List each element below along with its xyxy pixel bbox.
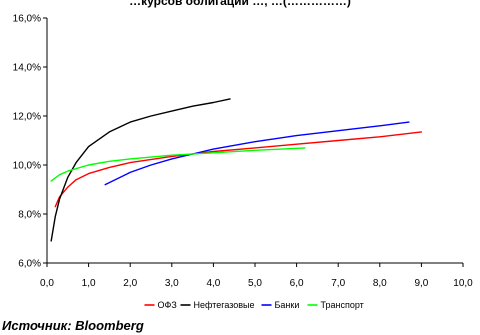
x-tick-label: 8,0 — [373, 278, 387, 289]
legend: ОФЗ Нефтегазовые Банки Транспорт — [144, 300, 364, 310]
y-tick-label: 8,0% — [18, 210, 41, 221]
x-tick-label: 9,0 — [414, 278, 428, 289]
y-tick-label: 16,0% — [13, 14, 41, 25]
source-note: Источник: Bloomberg — [2, 318, 144, 333]
x-tick-label: 10,0 — [453, 278, 473, 289]
x-tick-label: 1,0 — [82, 278, 96, 289]
y-tick-label: 6,0% — [18, 259, 41, 270]
x-tick-label: 3,0 — [165, 278, 179, 289]
x-tick-label: 2,0 — [123, 278, 137, 289]
legend-label-3: Транспорт — [321, 300, 364, 310]
series-line-1 — [50, 98, 231, 242]
x-tick-label: 5,0 — [248, 278, 262, 289]
y-tick-label: 12,0% — [13, 112, 41, 123]
series-line-2 — [104, 121, 410, 186]
legend-label-0: ОФЗ — [158, 300, 177, 310]
legend-label-2: Банки — [275, 300, 300, 310]
x-tick-label: 6,0 — [290, 278, 304, 289]
x-tick-label: 4,0 — [206, 278, 220, 289]
y-tick-label: 14,0% — [13, 63, 41, 74]
series-line-3 — [50, 147, 306, 182]
series-line-0 — [54, 131, 423, 208]
x-tick-label: 7,0 — [331, 278, 345, 289]
chart-title: …курсов облигаций …, …(……………) — [129, 0, 351, 8]
axes: 6,0% 8,0% 10,0% 12,0% 14,0% 16,0% 0,0 1,0 2,0 3,0… — [13, 14, 474, 290]
series-lines — [50, 98, 423, 242]
legend-label-1: Нефтегазовые — [194, 300, 255, 310]
x-tick-label: 0,0 — [40, 278, 54, 289]
y-tick-label: 10,0% — [13, 161, 41, 172]
